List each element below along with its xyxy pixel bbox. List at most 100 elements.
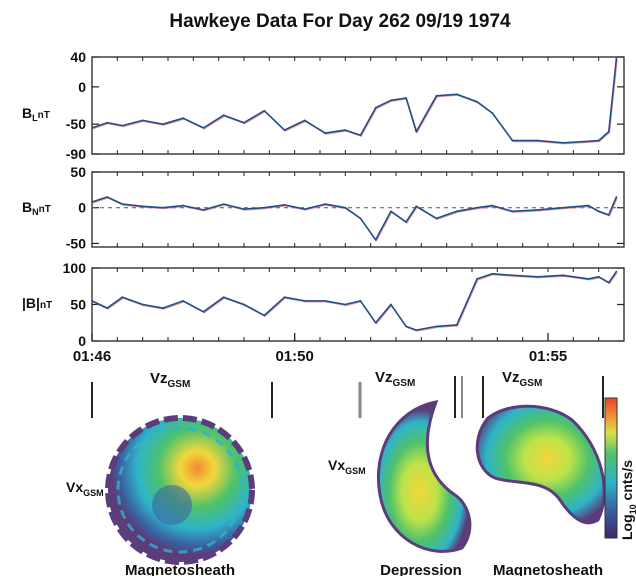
panel-bn-series (91, 196, 618, 241)
dist3-vz-label: VzGSM (502, 369, 542, 389)
colorbar-label-rest: cnts/s (619, 460, 635, 505)
panel-bn-point (344, 206, 347, 209)
panel-b-point (263, 314, 266, 317)
panel-bl-point (344, 129, 347, 132)
panel-bl-point (455, 93, 458, 96)
panel-bl-point (435, 94, 438, 97)
panel-bn-point (455, 210, 458, 213)
panel-b-xtick-label: 01:50 (275, 348, 313, 365)
panel-bl-trace-shadow (92, 59, 618, 145)
panel-b-point (607, 281, 610, 284)
panel-bn-point (106, 196, 109, 198)
panel-bl-point (511, 139, 514, 142)
panel-bl-point (91, 126, 93, 129)
ylabel-bl-sub: L (32, 113, 38, 123)
panel-b-point (162, 307, 164, 310)
panel-bn-point (511, 210, 514, 213)
panel-b-point (511, 274, 514, 277)
panel-b-point (91, 299, 93, 302)
dist1-ring-inner (116, 426, 244, 554)
panel-bl-point (587, 140, 590, 143)
panel-bl-ytick-label: -50 (66, 116, 86, 132)
panel-bl: 40 0 -50 -90 (66, 49, 625, 162)
panel-b-xtick-label: 01:55 (529, 348, 567, 365)
dist2-vz-main: Vz (375, 369, 393, 386)
distribution-plot-2: VzGSM VxGSM Depression (328, 369, 472, 576)
dist1-vz-label: VzGSM (150, 370, 190, 390)
panel-bn-point (324, 203, 326, 206)
panel-bl-point (491, 112, 494, 114)
panel-bl-point (182, 117, 185, 120)
panel-b-point (615, 270, 618, 273)
panel-bl-point (162, 123, 164, 126)
panel-bl-point (415, 130, 418, 133)
dist2-vz-label: VzGSM (375, 369, 415, 389)
panel-b-point (405, 325, 408, 328)
colorbar-label-sub: 10 (628, 504, 636, 514)
panel-bn-point (597, 210, 600, 213)
distribution-plot-3: VzGSM Magnetosheath (475, 369, 606, 576)
panel-bn-point (587, 204, 590, 207)
panel-bn-point (243, 208, 245, 211)
panel-bl-point (222, 114, 225, 117)
panel-b: 100 50 001:46 01:50 01:55 (63, 260, 625, 365)
dist2-vx-main: Vx (328, 457, 345, 473)
panel-b-point (536, 275, 539, 278)
panel-b-ytick-label: 100 (63, 260, 87, 276)
panel-bl-series (91, 58, 618, 144)
panel-b-point (455, 324, 458, 326)
panel-bl-point (536, 139, 539, 142)
panel-bn-point (607, 213, 610, 216)
distribution-plot-1: VzGSM VxGSM Magnetosheath (66, 370, 273, 576)
dist1-vx-main: Vx (66, 479, 83, 495)
panel-bn-point (91, 201, 93, 203)
panel-b-point (562, 274, 565, 277)
panel-bl-point (359, 134, 362, 137)
panel-bn-point (222, 203, 225, 206)
panel-b-point (202, 310, 205, 313)
dist1-vz-main: Vz (150, 370, 168, 387)
dist3-crescent (475, 404, 606, 525)
panel-bn-point (405, 221, 408, 223)
panel-bn-point (415, 205, 418, 208)
panel-bn-point (303, 208, 306, 211)
panel-b-point (182, 299, 185, 302)
panel-bl-point (263, 109, 266, 112)
ylabel-b: |B|nT (22, 295, 52, 311)
panel-b-point (435, 325, 438, 328)
panel-bl-point (615, 57, 618, 60)
colorbar: Log10 cnts/s (604, 397, 636, 540)
panel-bn-ytick-label: 50 (70, 164, 86, 180)
panel-bn-point (536, 208, 539, 211)
panel-b-point (359, 299, 362, 302)
ylabel-bl-main: B (22, 105, 32, 121)
panel-b-point (415, 329, 418, 331)
panel-bl-point (405, 97, 408, 99)
panel-bn-frame (91, 171, 625, 248)
colorbar-label: Log10 cnts/s (619, 460, 636, 540)
colorbar-label-main: Log (619, 514, 635, 540)
panel-b-point (597, 275, 600, 278)
dist2-vx-label: VxGSM (328, 457, 366, 476)
dist2-caption: Depression (380, 562, 462, 576)
panel-bn-point (562, 206, 565, 209)
dist1-vx-sub: GSM (83, 488, 104, 498)
panel-b-xtick-label: 01:46 (73, 348, 111, 365)
panel-bl-point (141, 119, 144, 122)
panel-b-ytick-label: 0 (78, 333, 86, 349)
panel-b-series (91, 271, 618, 331)
dist1-vx-label: VxGSM (66, 479, 104, 498)
panel-b-point (324, 299, 326, 302)
panel-bn-point (435, 217, 438, 220)
panel-b-point (243, 303, 245, 306)
panel-b-point (491, 272, 494, 275)
panel-bl-ytick-label: 0 (78, 79, 86, 95)
panel-bn-point (162, 206, 164, 209)
panel-bn-point (121, 203, 124, 206)
panel-b-point (106, 307, 109, 310)
panel-b-point (283, 296, 286, 299)
panel-bl-point (562, 141, 565, 144)
panel-b-point (374, 321, 377, 324)
panel-bl-ytick-label: -90 (66, 146, 86, 162)
